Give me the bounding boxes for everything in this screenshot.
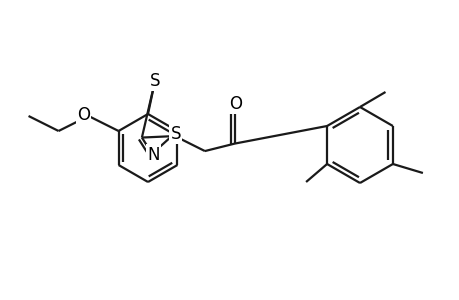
Text: S: S [150, 72, 160, 90]
Text: O: O [229, 94, 242, 112]
Text: N: N [146, 146, 159, 164]
Text: O: O [77, 106, 90, 124]
Text: S: S [170, 125, 181, 143]
